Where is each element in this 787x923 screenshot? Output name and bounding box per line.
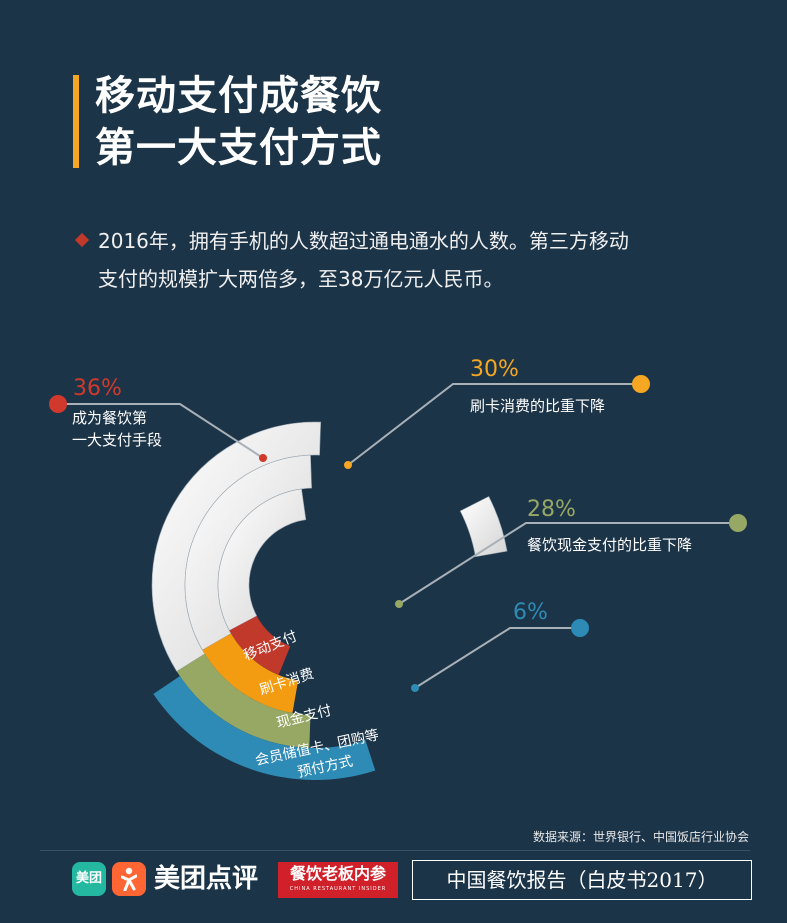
canyin-insider-logo: 餐饮老板内参 CHINA RESTAURANT INSIDER <box>278 862 398 898</box>
leader-line-2 <box>347 383 641 466</box>
dianping-logo <box>112 862 146 896</box>
leader-line-1 <box>58 403 264 459</box>
leader-end-dot-4 <box>571 619 589 637</box>
leader-dot-2 <box>344 461 352 469</box>
canyin-logo-title: 餐饮老板内参 <box>289 864 386 883</box>
data-source: 数据来源：世界银行、中国饭店行业协会 <box>532 830 749 844</box>
band-1 <box>229 615 291 675</box>
band-4 <box>153 676 376 780</box>
value-label-3: 28% <box>527 497 576 522</box>
report-title: 中国餐饮报告（白皮书2017） <box>412 860 752 900</box>
page-title: 移动支付成餐饮 第一大支付方式 <box>95 70 382 174</box>
annotation-text-1-line-2: 一大支付手段 <box>72 431 162 449</box>
leader-line-3 <box>398 522 738 605</box>
intro-line-1: 2016年，拥有手机的人数超过通电通水的人数。第三方移动 <box>98 229 629 253</box>
ring-1 <box>217 488 307 631</box>
band-2 <box>202 633 299 714</box>
ring-4 <box>459 496 508 558</box>
leader-dot-1 <box>259 454 267 462</box>
band-3 <box>176 653 311 748</box>
leader-dot-4 <box>411 684 419 692</box>
annotation-text-3: 餐饮现金支付的比重下降 <box>527 536 692 554</box>
title-accent-bar <box>73 75 79 168</box>
canyin-logo-subtitle: CHINA RESTAURANT INSIDER <box>289 886 387 892</box>
value-label-4: 6% <box>513 600 548 625</box>
intro-text: 2016年，拥有手机的人数超过通电通水的人数。第三方移动 支付的规模扩大两倍多，… <box>98 222 698 298</box>
leader-dot-3 <box>395 600 403 608</box>
brand-name: 美团点评 <box>154 864 259 894</box>
annotation-text-1: 成为餐饮第 <box>72 409 147 427</box>
value-label-2: 30% <box>470 357 519 382</box>
value-label-1: 36% <box>73 376 122 401</box>
dianping-person-icon <box>121 867 137 891</box>
meituan-logo: 美团 <box>72 862 106 896</box>
annotation-text-2: 刷卡消费的比重下降 <box>470 397 605 415</box>
intro-line-2: 支付的规模扩大两倍多，至38万亿元人民币。 <box>98 267 504 291</box>
title-line-2: 第一大支付方式 <box>95 125 382 171</box>
leader-end-dot-2 <box>632 375 650 393</box>
footer-divider <box>40 850 750 851</box>
title-line-1: 移动支付成餐饮 <box>95 73 382 119</box>
leader-end-dot-3 <box>729 514 747 532</box>
leader-end-dot-1 <box>49 395 67 413</box>
leader-line-4 <box>414 627 580 689</box>
